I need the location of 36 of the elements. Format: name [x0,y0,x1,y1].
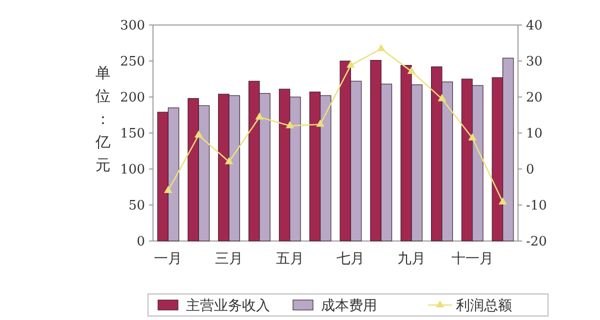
y-tick-label: 250 [120,54,145,70]
x-tick-label: 五月 [276,251,304,267]
point [255,112,264,120]
legend-label: 利润总额 [456,298,512,314]
x-tick-label: 三月 [215,251,244,267]
point [468,133,477,140]
x-tick-label: 十一月 [451,251,494,267]
legend-label: 成本费用 [321,298,377,314]
point [498,197,507,205]
point [316,120,324,127]
point [224,156,234,164]
y-tick-label: 100 [120,162,145,178]
legend-label: 主营业务收入 [186,298,270,314]
point [346,60,355,68]
point [194,130,203,138]
y2-tick-label: -10 [526,198,547,214]
y-tick-label: 0 [136,234,145,250]
y2-tick-label: 40 [526,18,543,34]
point [164,186,172,194]
y-tick-label: 50 [128,198,145,214]
y2-tick-label: 30 [526,54,543,70]
y-tick-label: 200 [120,90,145,106]
point [407,66,416,74]
y2-tick-label: 0 [526,162,534,178]
y-axis-title: 单位：亿元 [94,64,110,174]
point [376,44,386,52]
y2-tick-label: 20 [526,90,543,106]
y-tick-label: 300 [120,18,145,34]
point [438,94,446,102]
y-tick-label: 150 [120,126,145,142]
x-tick-label: 七月 [336,251,365,267]
x-tick-label: 九月 [398,251,426,267]
y2-tick-label: 10 [526,126,543,142]
x-tick-label: 一月 [154,251,182,267]
point [286,120,294,128]
y2-tick-label: -20 [526,234,547,250]
